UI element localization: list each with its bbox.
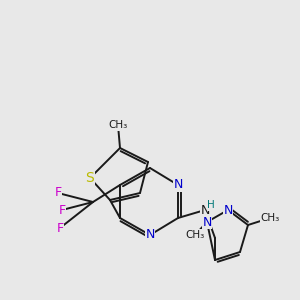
Text: F: F xyxy=(54,187,61,200)
Text: N: N xyxy=(200,203,210,217)
Text: N: N xyxy=(223,203,233,217)
Text: F: F xyxy=(56,221,64,235)
Text: N: N xyxy=(202,215,212,229)
Text: S: S xyxy=(85,171,94,185)
Text: CH₃: CH₃ xyxy=(260,213,280,223)
Text: CH₃: CH₃ xyxy=(108,120,128,130)
Text: CH₃: CH₃ xyxy=(185,230,205,240)
Text: H: H xyxy=(207,200,215,210)
Text: N: N xyxy=(173,178,183,191)
Text: F: F xyxy=(58,203,66,217)
Text: N: N xyxy=(145,229,155,242)
